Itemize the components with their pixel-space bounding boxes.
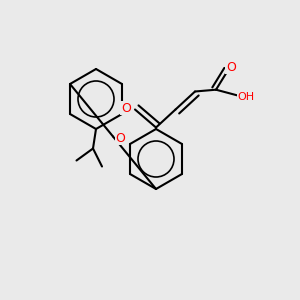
Text: OH: OH bbox=[237, 92, 255, 102]
Text: O: O bbox=[226, 61, 236, 74]
Text: O: O bbox=[116, 131, 125, 145]
Text: O: O bbox=[121, 101, 131, 115]
